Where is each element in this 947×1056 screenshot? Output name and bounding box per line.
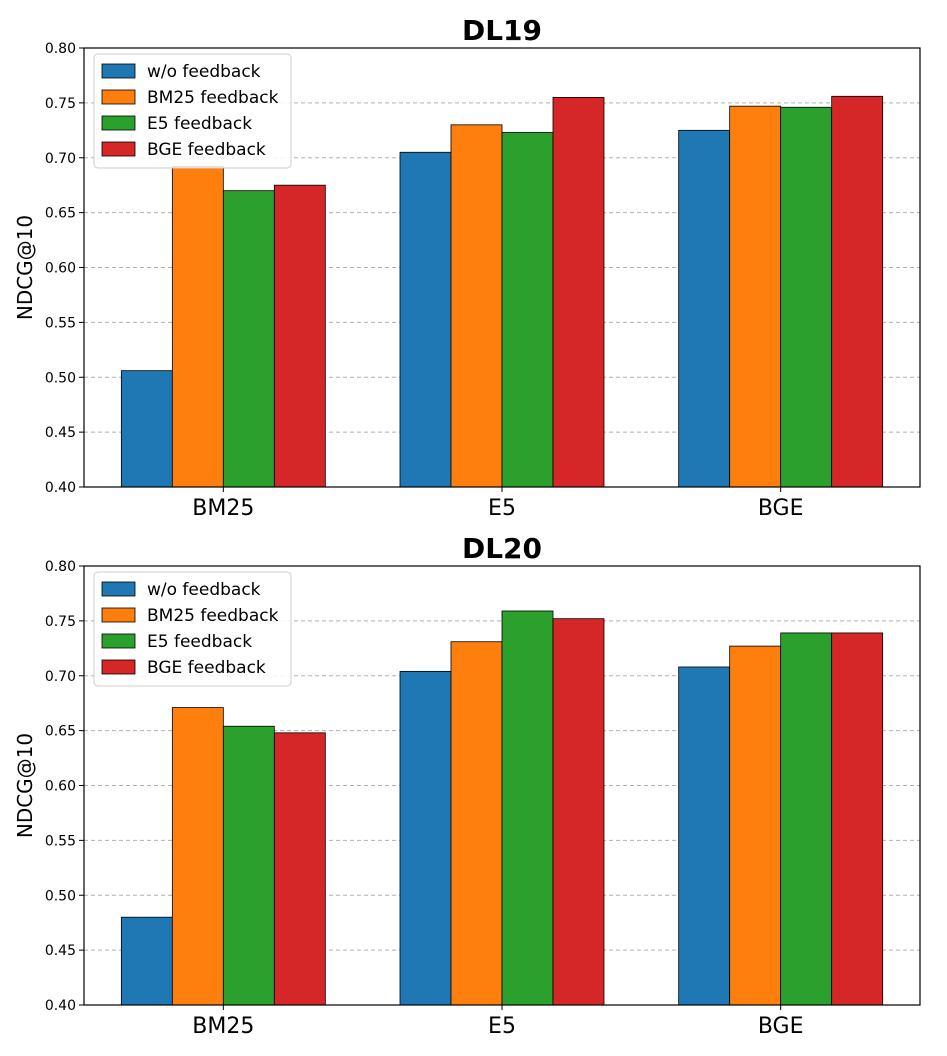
y-tick-label: 0.50 <box>45 888 76 904</box>
chart-title: DL19 <box>462 14 542 47</box>
plot-frame <box>83 565 921 1006</box>
bar-bm25-bge-feedback <box>273 732 326 1006</box>
bar-e5-e5-feedback <box>501 610 554 1006</box>
bar-e5-bm25-feedback <box>450 124 503 488</box>
chart-title: DL20 <box>462 532 542 565</box>
bar-bm25-e5-feedback <box>222 725 275 1006</box>
plot-frame <box>83 47 921 488</box>
y-tick-label: 0.40 <box>45 480 76 496</box>
chart-panel-dl20: DL20 0.40 0.45 0.50 0.55 0.60 0.65 0.70 0.75 0.80… <box>13 532 921 1039</box>
bar-bm25-bge-feedback <box>273 184 326 488</box>
chart-panel-dl19: DL19 0.40 0.45 0.50 0.55 0.60 0.65 0.70 0.75 0.80… <box>13 14 921 521</box>
legend-label: w/o feedback <box>147 62 261 82</box>
legend-label: BGE feedback <box>147 140 266 160</box>
legend-box <box>93 53 292 169</box>
legend-swatch <box>101 115 136 131</box>
bar-bge-bge-feedback <box>831 632 884 1006</box>
legend-label: E5 feedback <box>147 632 252 652</box>
legend-swatch <box>101 659 136 675</box>
legend-label: BM25 feedback <box>147 606 279 626</box>
y-tick-label: 0.60 <box>45 779 76 795</box>
bar-e5-bm25-feedback <box>450 641 503 1006</box>
legend-swatch <box>101 581 136 597</box>
y-axis-label: NDCG@10 <box>13 215 37 320</box>
legend-swatch <box>101 141 136 157</box>
bar-bge-bm25-feedback <box>729 645 782 1006</box>
y-tick-label: 0.55 <box>45 833 76 849</box>
legend: w/o feedback BM25 feedback E5 feedback BGE … <box>93 571 292 687</box>
bar-bge-w-o-feedback <box>678 129 731 488</box>
y-tick-label: 0.50 <box>45 370 76 386</box>
y-tick-label: 0.75 <box>45 614 76 630</box>
x-tick-label: BGE <box>758 1014 804 1039</box>
legend-box <box>93 571 292 687</box>
y-tick-label: 0.80 <box>45 41 76 57</box>
legend-swatch <box>101 607 136 623</box>
bar-bge-bge-feedback <box>831 95 884 488</box>
y-tick-label: 0.65 <box>45 724 76 740</box>
bar-bge-w-o-feedback <box>678 666 731 1006</box>
bar-bge-e5-feedback <box>780 632 833 1006</box>
bar-e5-w-o-feedback <box>399 670 452 1006</box>
x-tick-label: BM25 <box>192 496 254 521</box>
x-tick-label: E5 <box>488 1014 516 1039</box>
y-tick-label: 0.70 <box>45 151 76 167</box>
legend-label: w/o feedback <box>147 580 261 600</box>
bar-e5-w-o-feedback <box>399 151 452 488</box>
legend: w/o feedback BM25 feedback E5 feedback BGE … <box>93 53 292 169</box>
bar-e5-e5-feedback <box>501 132 554 488</box>
legend-label: BGE feedback <box>147 658 266 678</box>
legend-swatch <box>101 89 136 105</box>
legend-label: E5 feedback <box>147 114 252 134</box>
bar-e5-bge-feedback <box>552 96 605 488</box>
y-tick-label: 0.80 <box>45 559 76 575</box>
x-tick-label: E5 <box>488 496 516 521</box>
y-tick-label: 0.65 <box>45 206 76 222</box>
bar-bm25-w-o-feedback <box>120 370 173 488</box>
y-tick-label: 0.45 <box>45 425 76 441</box>
legend-label: BM25 feedback <box>147 88 279 108</box>
x-tick-label: BM25 <box>192 1014 254 1039</box>
y-tick-label: 0.60 <box>45 261 76 277</box>
y-tick-label: 0.55 <box>45 315 76 331</box>
y-tick-label: 0.45 <box>45 943 76 959</box>
bar-bge-bm25-feedback <box>729 105 782 488</box>
bar-bm25-w-o-feedback <box>120 916 173 1006</box>
bar-bm25-bm25-feedback <box>171 707 224 1006</box>
bar-bge-e5-feedback <box>780 106 833 488</box>
bar-e5-bge-feedback <box>552 618 605 1006</box>
y-tick-label: 0.75 <box>45 96 76 112</box>
bar-bm25-e5-feedback <box>222 190 275 488</box>
legend-swatch <box>101 63 136 79</box>
x-tick-label: BGE <box>758 496 804 521</box>
legend-swatch <box>101 633 136 649</box>
bar-bm25-bm25-feedback <box>171 166 224 488</box>
y-tick-label: 0.70 <box>45 669 76 685</box>
y-tick-label: 0.40 <box>45 998 76 1014</box>
y-axis-label: NDCG@10 <box>13 733 37 838</box>
